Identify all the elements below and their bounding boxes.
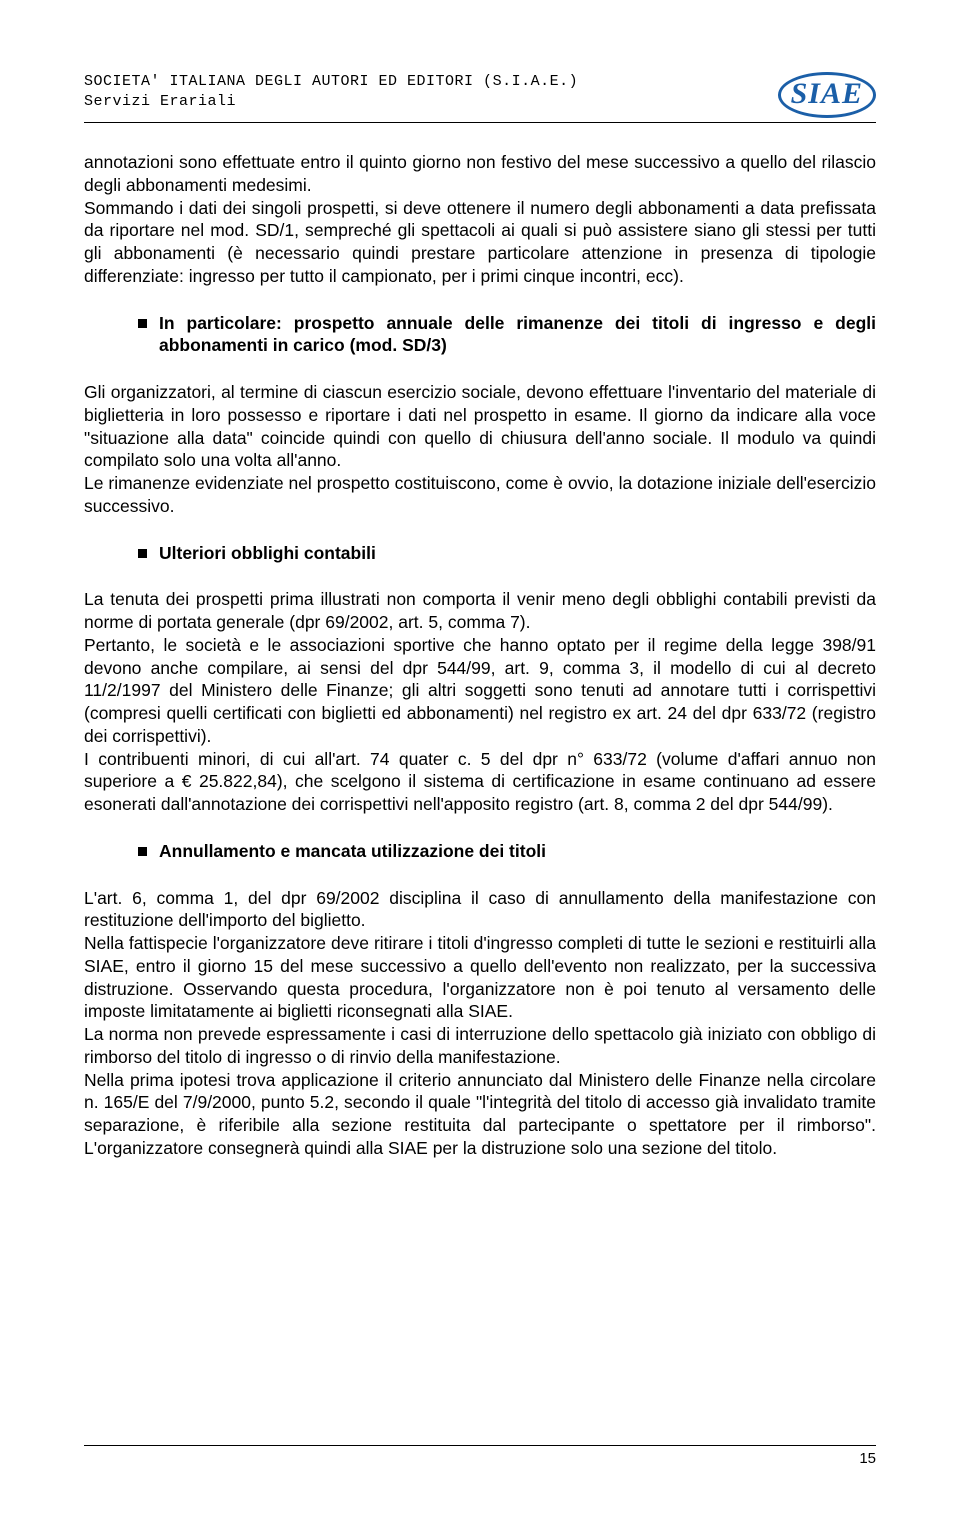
- paragraph: Gli organizzatori, al termine di ciascun…: [84, 381, 876, 472]
- paragraph: Pertanto, le società e le associazioni s…: [84, 634, 876, 748]
- header-text-block: SOCIETA' ITALIANA DEGLI AUTORI ED EDITOR…: [84, 72, 578, 113]
- header-org-name: SOCIETA' ITALIANA DEGLI AUTORI ED EDITOR…: [84, 72, 578, 92]
- page-footer: 15: [84, 1445, 876, 1467]
- square-bullet-icon: [138, 847, 147, 856]
- logo: SIAE: [778, 72, 876, 118]
- page-number: 15: [84, 1446, 876, 1467]
- bullet-item: In particolare: prospetto annuale delle …: [138, 312, 876, 358]
- body-content: annotazioni sono effettuate entro il qui…: [84, 151, 876, 1160]
- page-header: SOCIETA' ITALIANA DEGLI AUTORI ED EDITOR…: [84, 72, 876, 123]
- paragraph: L'art. 6, comma 1, del dpr 69/2002 disci…: [84, 887, 876, 933]
- paragraph: Le rimanenze evidenziate nel prospetto c…: [84, 472, 876, 518]
- logo-text: SIAE: [778, 72, 876, 118]
- document-page: SOCIETA' ITALIANA DEGLI AUTORI ED EDITOR…: [0, 0, 960, 1220]
- square-bullet-icon: [138, 549, 147, 558]
- bullet-heading: In particolare: prospetto annuale delle …: [159, 312, 876, 358]
- paragraph: La tenuta dei prospetti prima illustrati…: [84, 588, 876, 634]
- paragraph: annotazioni sono effettuate entro il qui…: [84, 151, 876, 197]
- square-bullet-icon: [138, 319, 147, 328]
- paragraph: Sommando i dati dei singoli prospetti, s…: [84, 197, 876, 288]
- bullet-item: Annullamento e mancata utilizzazione dei…: [138, 840, 876, 863]
- paragraph: La norma non prevede espressamente i cas…: [84, 1023, 876, 1069]
- bullet-heading: Ulteriori obblighi contabili: [159, 542, 376, 565]
- bullet-item: Ulteriori obblighi contabili: [138, 542, 876, 565]
- paragraph: Nella fattispecie l'organizzatore deve r…: [84, 932, 876, 1023]
- header-department: Servizi Erariali: [84, 92, 578, 112]
- paragraph: I contribuenti minori, di cui all'art. 7…: [84, 748, 876, 816]
- bullet-heading: Annullamento e mancata utilizzazione dei…: [159, 840, 546, 863]
- paragraph: Nella prima ipotesi trova applicazione i…: [84, 1069, 876, 1160]
